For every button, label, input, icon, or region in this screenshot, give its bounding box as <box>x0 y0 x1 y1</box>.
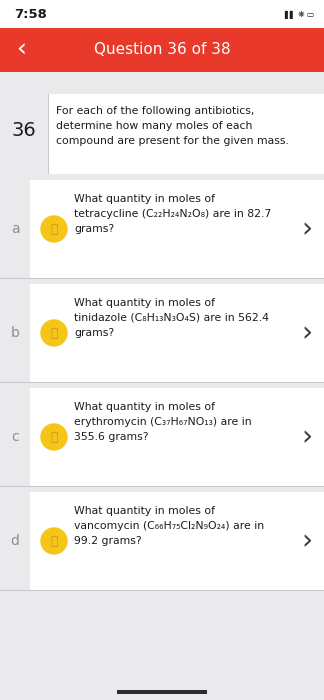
Text: 🕐: 🕐 <box>50 223 58 236</box>
Bar <box>0 94 324 174</box>
Text: 🕐: 🕐 <box>50 535 58 548</box>
Text: 🕐: 🕐 <box>50 327 58 340</box>
Bar <box>0 284 324 382</box>
Bar <box>0 486 324 492</box>
Bar <box>0 388 324 486</box>
Text: ›: › <box>301 319 312 347</box>
Text: a: a <box>11 222 19 236</box>
Bar <box>0 180 324 278</box>
Text: b: b <box>11 326 19 340</box>
Text: ‹: ‹ <box>16 38 26 62</box>
Text: For each of the following antibiotics,
determine how many moles of each
compound: For each of the following antibiotics, d… <box>56 106 289 146</box>
Text: What quantity in moles of
vancomycin (C₆₆H₇₅Cl₂N₉O₂₄) are in
99.2 grams?: What quantity in moles of vancomycin (C₆… <box>74 506 264 545</box>
Bar <box>0 382 324 388</box>
Bar <box>48 94 49 174</box>
Text: 🕐: 🕐 <box>50 431 58 444</box>
Circle shape <box>41 320 67 346</box>
Bar <box>0 28 324 72</box>
Bar <box>0 284 30 382</box>
Bar <box>0 486 324 487</box>
Bar <box>0 492 324 590</box>
Text: What quantity in moles of
tinidazole (C₈H₁₃N₃O₄S) are in 562.4
grams?: What quantity in moles of tinidazole (C₈… <box>74 298 269 337</box>
Text: ▌▌ ❋ ▭: ▌▌ ❋ ▭ <box>284 10 314 19</box>
Text: c: c <box>11 430 19 444</box>
Text: ›: › <box>301 527 312 555</box>
Bar <box>0 278 324 284</box>
Text: 36: 36 <box>12 120 36 139</box>
Text: What quantity in moles of
tetracycline (C₂₂H₂₄N₂O₈) are in 82.7
grams?: What quantity in moles of tetracycline (… <box>74 194 271 234</box>
Bar <box>0 278 324 279</box>
Bar <box>0 492 30 590</box>
Bar <box>0 382 324 383</box>
Bar <box>0 388 30 486</box>
Bar <box>0 590 324 591</box>
Bar <box>0 0 324 28</box>
Text: ›: › <box>301 423 312 451</box>
Bar <box>0 72 324 94</box>
Text: ›: › <box>301 215 312 243</box>
Bar <box>0 174 324 180</box>
Circle shape <box>41 528 67 554</box>
Text: 7:58: 7:58 <box>14 8 47 21</box>
Bar <box>117 690 207 694</box>
Text: d: d <box>11 534 19 548</box>
Text: What quantity in moles of
erythromycin (C₃₇H₆₇NO₁₃) are in
355.6 grams?: What quantity in moles of erythromycin (… <box>74 402 252 442</box>
Circle shape <box>41 424 67 450</box>
Circle shape <box>41 216 67 242</box>
Text: Question 36 of 38: Question 36 of 38 <box>94 43 230 57</box>
Bar <box>0 180 30 278</box>
Bar <box>0 94 48 174</box>
